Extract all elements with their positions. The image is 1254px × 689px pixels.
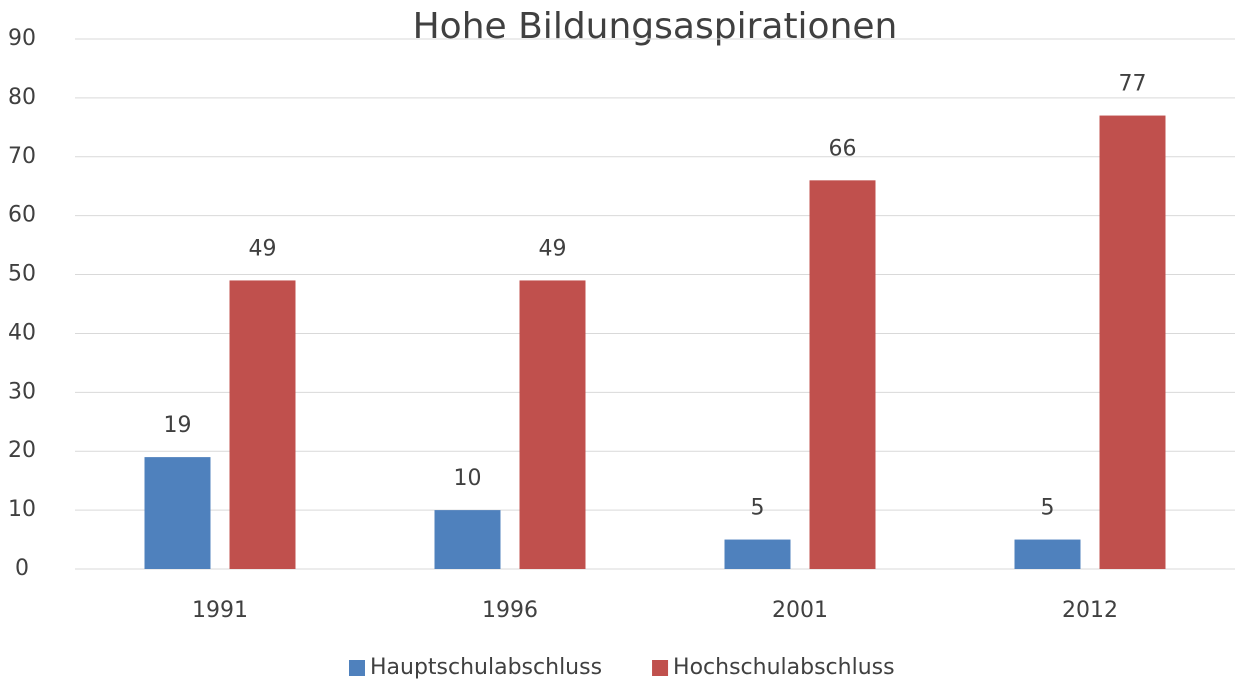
y-tick-label: 70 (8, 144, 36, 169)
y-tick-label: 40 (8, 320, 36, 345)
data-label: 10 (454, 466, 482, 491)
bar (809, 180, 876, 570)
data-label: 77 (1119, 72, 1147, 97)
x-tick-label: 2012 (1062, 598, 1118, 623)
bar (144, 457, 211, 569)
data-label: 49 (249, 236, 277, 261)
bar (519, 280, 586, 569)
y-tick-label: 60 (8, 203, 36, 228)
data-label: 66 (829, 136, 857, 161)
data-label: 5 (751, 496, 765, 521)
data-label: 49 (539, 236, 567, 261)
x-tick-label: 1996 (482, 598, 538, 623)
x-tick-label: 2001 (772, 598, 828, 623)
legend-swatch (652, 660, 669, 676)
legend-label: Hochschulabschluss (673, 655, 895, 680)
y-tick-label: 80 (8, 85, 36, 110)
bar (1014, 539, 1081, 569)
y-tick-label: 50 (8, 262, 36, 287)
legend-label: Hauptschulabschluss (370, 655, 602, 680)
y-tick-label: 90 (8, 26, 36, 51)
data-label: 19 (164, 413, 192, 438)
bar (724, 539, 791, 569)
data-label: 5 (1041, 496, 1055, 521)
y-tick-label: 20 (8, 438, 36, 463)
bar (229, 280, 296, 569)
legend-swatch (349, 660, 365, 676)
bar (434, 510, 501, 569)
bar (1099, 115, 1166, 570)
y-tick-label: 30 (8, 379, 36, 404)
y-tick-label: 0 (15, 556, 29, 581)
chart-title: Hohe Bildungsaspirationen (413, 6, 898, 47)
y-tick-label: 10 (8, 497, 36, 522)
x-tick-label: 1991 (192, 598, 248, 623)
